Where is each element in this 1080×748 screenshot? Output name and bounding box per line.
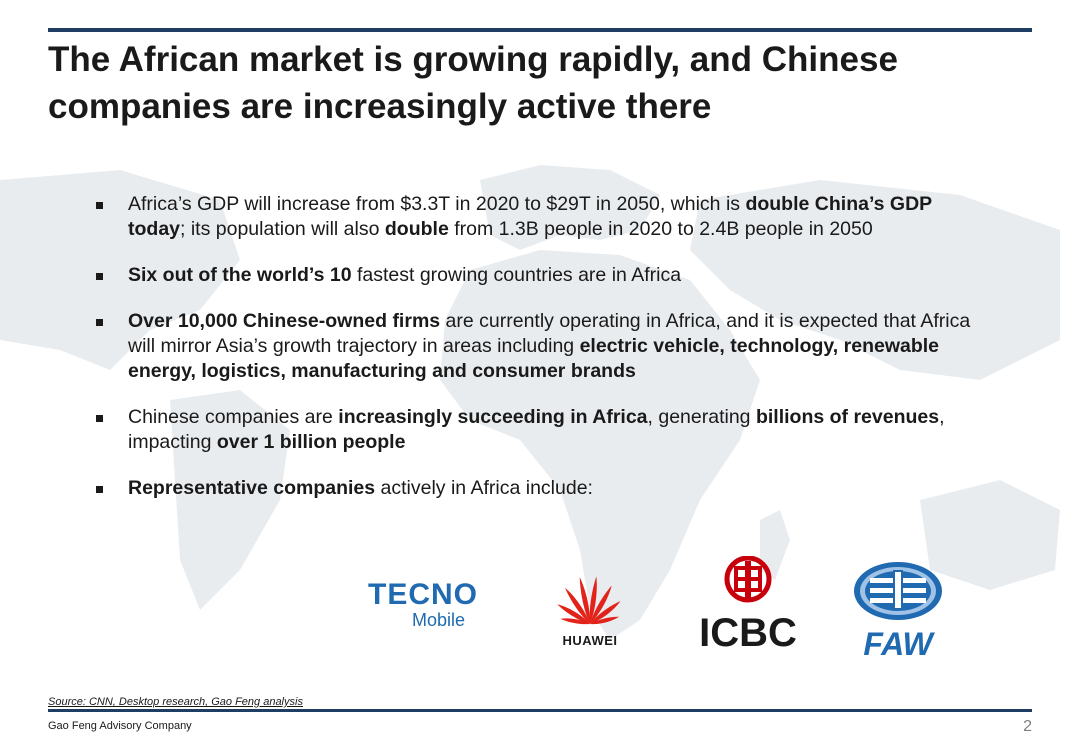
- company-name: Gao Feng Advisory Company: [48, 720, 192, 732]
- bullet-emphasis: double China’s GDP today: [128, 193, 932, 240]
- company-logos: TECNO Mobile HUAWEI ICBC: [360, 555, 1000, 666]
- bullet-emphasis: Over 10,000 Chinese-owned firms: [128, 310, 441, 332]
- bullet-run: actively in Africa include:: [375, 477, 593, 499]
- bullet-text: Africa’s GDP will increase from $3.3T in…: [128, 193, 932, 240]
- bullet-marker-icon: [96, 415, 103, 422]
- bullet-run: , impacting: [128, 406, 945, 453]
- bullet-emphasis: increasingly succeeding in Africa: [338, 406, 648, 428]
- huawei-flower-icon: [557, 576, 621, 625]
- bullet-item: Representative companies actively in Afr…: [96, 476, 976, 501]
- bullet-run: are currently operating in Africa, and i…: [128, 310, 971, 357]
- bullet-emphasis: billions of revenues: [755, 406, 940, 428]
- faw-emblem-icon: [854, 562, 942, 620]
- bullet-emphasis: Representative companies: [128, 477, 376, 499]
- bullet-run: fastest growing countries are in Africa: [351, 264, 682, 286]
- world-map-background: [0, 165, 1060, 640]
- faw-logo: FAW: [848, 560, 948, 662]
- bullet-list: Africa’s GDP will increase from $3.3T in…: [96, 192, 976, 522]
- icbc-logo: ICBC: [698, 555, 798, 656]
- tecno-logo-subtext: Mobile: [412, 610, 466, 630]
- bullet-marker-icon: [96, 202, 103, 209]
- huawei-logo-text: HUAWEI: [562, 633, 618, 648]
- bullet-text: Chinese companies are increasingly succe…: [128, 406, 945, 453]
- bullet-run: ; its population will also: [180, 218, 385, 240]
- bullet-marker-icon: [96, 486, 103, 493]
- bullet-emphasis: over 1 billion people: [216, 431, 406, 453]
- bullet-item: Africa’s GDP will increase from $3.3T in…: [96, 192, 976, 242]
- top-rule: [48, 28, 1032, 32]
- bullet-emphasis: Six out of the world’s 10: [128, 264, 352, 286]
- bottom-rule: [48, 709, 1032, 712]
- bullet-text: Over 10,000 Chinese-owned firms are curr…: [128, 310, 970, 382]
- bullet-item: Over 10,000 Chinese-owned firms are curr…: [96, 309, 976, 384]
- icbc-emblem-icon: [724, 555, 772, 603]
- bullet-emphasis: electric vehicle, technology, renewable …: [128, 335, 940, 382]
- page-number: 2: [1023, 718, 1032, 735]
- bullet-marker-icon: [96, 319, 103, 326]
- bullet-emphasis: double: [384, 218, 449, 240]
- tecno-mobile-logo: TECNO Mobile: [368, 578, 488, 631]
- huawei-logo: HUAWEI: [550, 568, 630, 648]
- tecno-logo-text: TECNO: [368, 578, 478, 611]
- bullet-item: Six out of the world’s 10 fastest growin…: [96, 263, 976, 288]
- bullet-text: Six out of the world’s 10 fastest growin…: [128, 264, 681, 286]
- bullet-run: from 1.3B people in 2020 to 2.4B people …: [448, 218, 873, 240]
- icbc-logo-text: ICBC: [699, 611, 797, 655]
- bullet-text: Representative companies actively in Afr…: [128, 477, 593, 499]
- faw-logo-text: FAW: [863, 626, 933, 662]
- slide-title: The African market is growing rapidly, a…: [48, 40, 898, 126]
- bullet-run: Africa’s GDP will increase from $3.3T in…: [128, 193, 746, 215]
- bullet-marker-icon: [96, 273, 103, 280]
- source-note: Source: CNN, Desktop research, Gao Feng …: [48, 696, 303, 708]
- bullet-run: Chinese companies are: [128, 406, 339, 428]
- bullet-item: Chinese companies are increasingly succe…: [96, 405, 976, 455]
- bullet-run: , generating: [647, 406, 756, 428]
